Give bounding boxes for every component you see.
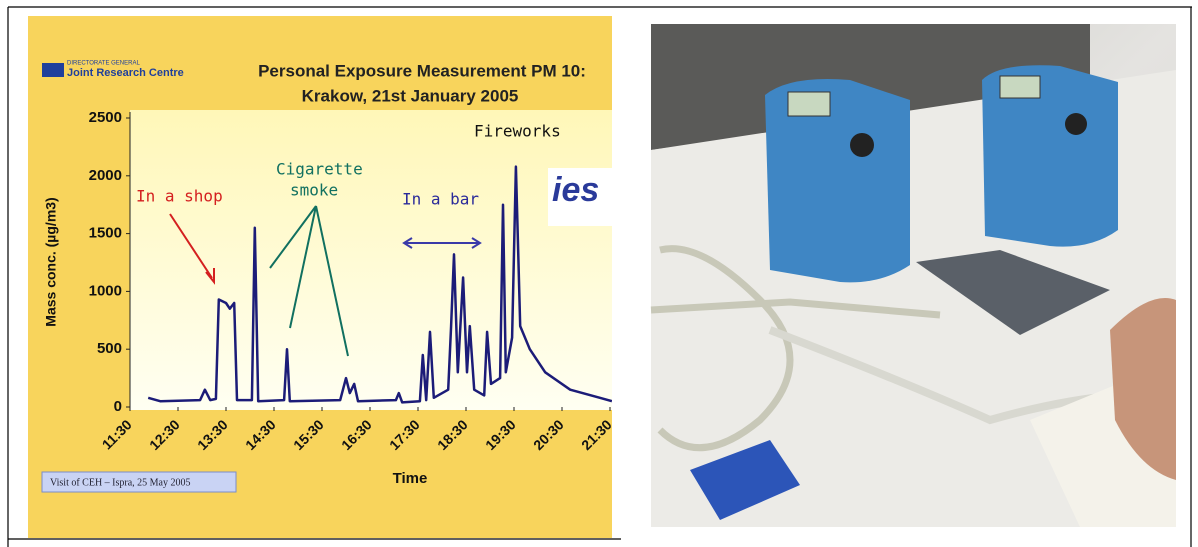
y-tick-label: 2500 bbox=[89, 109, 122, 126]
x-axis-label: Time bbox=[393, 470, 428, 487]
y-tick-label: 1000 bbox=[89, 282, 122, 299]
chart-subtitle: Krakow, 21st January 2005 bbox=[302, 86, 519, 105]
chart-title: Personal Exposure Measurement PM 10: bbox=[258, 61, 586, 80]
annotation: smoke bbox=[290, 181, 338, 200]
y-tick-label: 2000 bbox=[89, 167, 122, 184]
page: DIRECTORATE GENERAL Joint Research Centr… bbox=[0, 0, 1198, 547]
org-small: DIRECTORATE GENERAL bbox=[67, 61, 140, 67]
annotation: Fireworks bbox=[474, 122, 561, 141]
annotation: In a shop bbox=[136, 187, 223, 206]
footer: Visit of CEH – Ispra, 25 May 2005 bbox=[50, 477, 191, 488]
y-axis-label: Mass conc. (µg/m3) bbox=[43, 197, 59, 326]
y-tick-label: 0 bbox=[114, 398, 122, 415]
annotation: In a bar bbox=[402, 190, 479, 209]
y-tick-label: 500 bbox=[97, 340, 122, 357]
photo bbox=[651, 24, 1176, 527]
annotation: Cigarette bbox=[276, 160, 363, 179]
org: Joint Research Centre bbox=[67, 67, 184, 79]
y-tick-label: 1500 bbox=[89, 225, 122, 242]
logo: ies bbox=[552, 171, 599, 209]
eu-flag bbox=[42, 63, 64, 77]
